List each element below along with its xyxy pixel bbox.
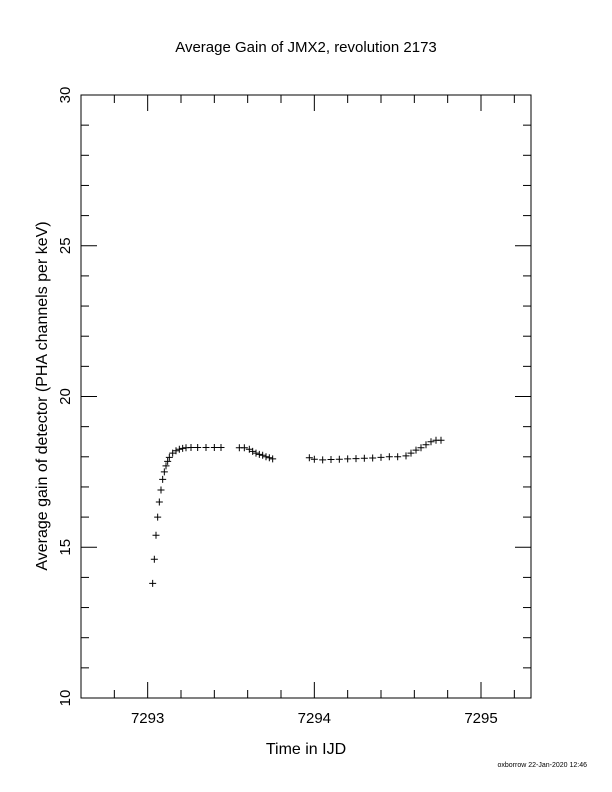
data-point (407, 449, 415, 457)
data-point (157, 486, 165, 494)
data-point (164, 457, 172, 465)
data-point (255, 450, 263, 458)
data-point (352, 455, 360, 463)
data-points (149, 436, 445, 587)
data-point (422, 441, 430, 449)
plot-frame (80, 94, 532, 699)
x-tick-label: 7294 (298, 710, 331, 727)
data-point (217, 443, 225, 451)
data-point (159, 475, 167, 483)
data-point (179, 444, 187, 452)
data-point (155, 498, 163, 506)
data-point (150, 555, 158, 563)
data-point (262, 453, 270, 461)
data-point (335, 455, 343, 463)
data-point (249, 447, 257, 455)
data-point (265, 454, 273, 462)
footer-stamp: oxborrow 22-Jan-2020 12:46 (497, 762, 587, 769)
data-point (344, 455, 352, 463)
axis-ticks (80, 94, 531, 699)
data-point (385, 453, 393, 461)
data-point (175, 445, 183, 453)
tick-labels: 7293 7294 7295 10 15 20 25 30 (57, 87, 498, 727)
x-tick-label: 7295 (464, 710, 497, 727)
y-tick-label: 25 (57, 237, 74, 254)
data-point (187, 443, 195, 451)
data-point (202, 443, 210, 451)
chart-title: Average Gain of JMX2, revolution 2173 (175, 39, 437, 56)
data-point (402, 452, 410, 460)
data-point (154, 513, 162, 521)
data-point (165, 453, 173, 461)
data-point (427, 438, 435, 446)
data-point (369, 454, 377, 462)
y-tick-label: 10 (57, 690, 74, 707)
data-point (327, 456, 335, 464)
data-point (160, 468, 168, 476)
data-point (437, 436, 445, 444)
y-axis-label: Average gain of detector (PHA channels p… (34, 221, 51, 570)
data-point (210, 443, 218, 451)
data-point (412, 446, 420, 454)
data-point (319, 456, 327, 464)
data-point (152, 531, 160, 539)
data-point (172, 447, 180, 455)
data-point (162, 462, 170, 470)
data-point (305, 454, 313, 462)
y-tick-label: 15 (57, 539, 74, 556)
data-point (310, 455, 318, 463)
data-point (149, 579, 157, 587)
data-point (417, 444, 425, 452)
data-point (377, 453, 385, 461)
data-point (240, 444, 248, 452)
data-point (194, 443, 202, 451)
x-tick-label: 7293 (131, 710, 164, 727)
y-tick-label: 30 (57, 87, 74, 104)
data-point (269, 455, 277, 463)
data-point (394, 453, 402, 461)
data-point (360, 454, 368, 462)
data-point (252, 449, 260, 457)
y-tick-label: 20 (57, 388, 74, 405)
x-axis-label: Time in IJD (266, 741, 346, 758)
data-point (259, 451, 267, 459)
